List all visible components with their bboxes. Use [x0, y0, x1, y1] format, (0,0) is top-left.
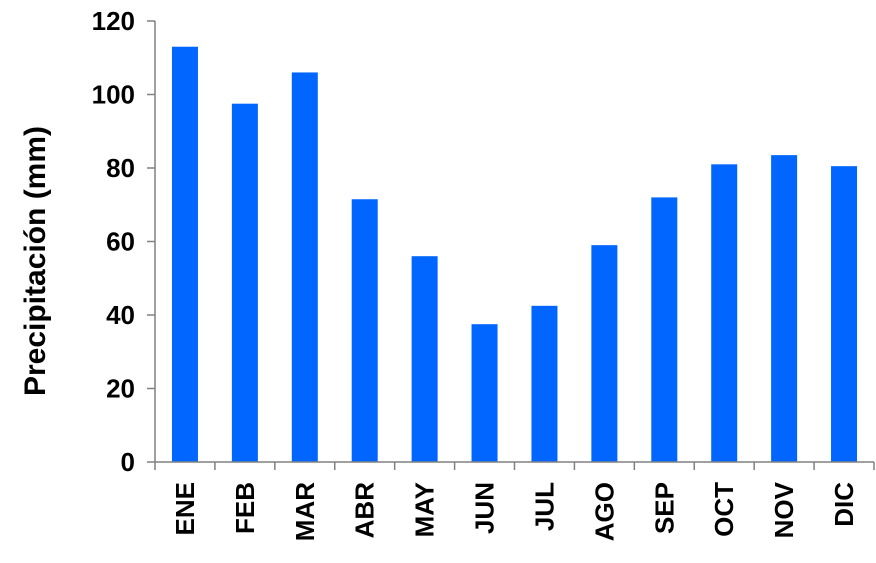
bar-feb [231, 103, 258, 462]
y-tick-label: 40 [106, 300, 135, 330]
y-tick-label: 80 [106, 153, 135, 183]
x-tick-label: FEB [230, 482, 260, 534]
bar-mar [291, 72, 318, 462]
bar-ago [591, 245, 618, 462]
y-tick-label: 60 [106, 227, 135, 257]
bar-abr [351, 199, 378, 463]
x-tick-label: NOV [769, 481, 799, 538]
x-tick-label: OCT [709, 482, 739, 537]
x-tick-label: JUN [470, 482, 500, 534]
y-tick-label: 120 [92, 6, 135, 36]
y-tick-label: 0 [121, 447, 135, 477]
x-tick-label: ENE [170, 482, 200, 535]
x-tick-label: MAY [410, 482, 440, 537]
x-tick-label: JUL [529, 482, 559, 531]
bar-oct [711, 164, 738, 462]
bar-sep [651, 197, 678, 462]
bar-nov [771, 155, 798, 462]
y-tick-labels: 0 20 40 60 80 100 120 [92, 6, 135, 477]
bar-may [411, 256, 438, 462]
x-tick-label: SEP [649, 482, 679, 534]
x-tick-label: DIC [829, 482, 859, 527]
axes [147, 20, 875, 470]
bar-jul [531, 305, 558, 462]
bars [171, 46, 858, 463]
bar-jun [471, 324, 498, 462]
x-tick-label: ABR [350, 482, 380, 539]
bar-dic [831, 166, 858, 462]
x-tick-label: AGO [589, 482, 619, 541]
y-tick-label: 20 [106, 374, 135, 404]
y-tick-label: 100 [92, 80, 135, 110]
bar-ene [171, 46, 198, 462]
x-tick-labels: ENE FEB MAR ABR MAY JUN JUL AGO SEP OCT NOV DIC [170, 481, 859, 541]
y-axis-title: Precipitación (mm) [19, 126, 52, 396]
x-tick-label: MAR [290, 482, 320, 541]
